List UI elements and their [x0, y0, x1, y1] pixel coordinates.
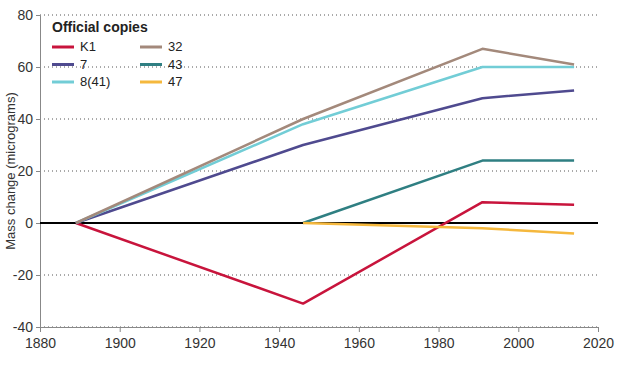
chart: -40 -20 0 20 40 60 80 1880 1900 1920 1940 1960 1980 2…	[0, 0, 630, 367]
x-tick-label: 1880	[25, 335, 56, 351]
y-tick-mark	[36, 327, 40, 328]
x-tick-label: 1900	[105, 335, 136, 351]
legend-label: 47	[168, 74, 182, 89]
grid-line	[40, 171, 598, 172]
lines	[76, 49, 574, 304]
legend-item: K1	[52, 39, 96, 54]
series-line	[76, 67, 574, 223]
legend-label: 32	[168, 39, 182, 54]
y-tick-label: 20	[17, 163, 33, 179]
legend-item: 32	[140, 39, 182, 54]
x-tick-mark	[598, 327, 599, 332]
y-tick: 0	[25, 215, 40, 231]
x-tick-label: 1960	[344, 335, 375, 351]
grid-line	[40, 15, 598, 16]
y-axis-title: Mass change (micrograms)	[3, 92, 18, 250]
x-tick: 2020	[583, 327, 614, 351]
x-tick: 1960	[344, 327, 375, 351]
grid	[40, 15, 598, 327]
y-tick-label: 40	[17, 111, 33, 127]
x-axis-line	[41, 328, 599, 333]
y-tick-label: -40	[13, 319, 33, 335]
y-tick: 40	[17, 111, 40, 127]
y-tick-mark	[36, 67, 40, 68]
legend-item: 8(41)	[52, 74, 110, 89]
x-tick-mark	[359, 327, 360, 332]
y-tick-mark	[36, 275, 40, 276]
plot-area: -40 -20 0 20 40 60 80 1880 1900 1920 1940 1960 1980 2…	[13, 7, 615, 351]
y-tick: -20	[13, 267, 40, 283]
y-tick: 20	[17, 163, 40, 179]
x-tick-label: 1940	[264, 335, 295, 351]
x-tick: 1920	[184, 327, 215, 351]
x-tick-mark	[439, 327, 440, 332]
y-tick-mark	[36, 223, 40, 224]
x-tick-label: 2020	[583, 335, 614, 351]
grid-line	[40, 275, 598, 276]
legend-title: Official copies	[52, 19, 148, 35]
x-tick: 1900	[105, 327, 136, 351]
x-tick: 1980	[423, 327, 454, 351]
legend-label: 7	[80, 57, 87, 72]
series-line	[76, 49, 574, 223]
legend-item: 47	[140, 74, 182, 89]
x-tick: 1880	[25, 327, 56, 351]
x-tick-label: 2000	[503, 335, 534, 351]
x-tick-mark	[40, 327, 41, 332]
x-axis: 1880 1900 1920 1940 1960 1980 2000 2020	[25, 327, 614, 351]
legend-swatch	[140, 81, 162, 84]
y-tick-label: -20	[13, 267, 33, 283]
y-tick: 60	[17, 59, 40, 75]
legend-item: 43	[140, 57, 182, 72]
legend-label: K1	[80, 39, 96, 54]
legend: Official copies K1 7 8(41) 32 43 47	[52, 19, 182, 89]
x-tick-label: 1920	[184, 335, 215, 351]
y-tick: 80	[17, 7, 40, 23]
series-line	[76, 202, 574, 303]
legend-label: 43	[168, 57, 182, 72]
x-tick: 1940	[264, 327, 295, 351]
series-line	[303, 161, 574, 223]
y-axis-line	[36, 16, 41, 328]
x-tick: 2000	[503, 327, 534, 351]
x-tick-mark	[518, 327, 519, 332]
x-tick-mark	[199, 327, 200, 332]
legend-swatch	[140, 63, 162, 66]
y-tick-mark	[36, 119, 40, 120]
y-tick-label: 80	[17, 7, 33, 23]
legend-swatch	[52, 81, 74, 84]
y-tick: -40	[13, 319, 40, 335]
legend-label: 8(41)	[80, 74, 110, 89]
y-tick-label: 60	[17, 59, 33, 75]
y-tick-mark	[36, 171, 40, 172]
y-tick-label: 0	[25, 215, 33, 231]
x-tick-label: 1980	[423, 335, 454, 351]
x-tick-mark	[120, 327, 121, 332]
legend-swatch	[52, 63, 74, 66]
legend-swatch	[140, 46, 162, 49]
y-tick-mark	[36, 15, 40, 16]
legend-item: 7	[52, 57, 87, 72]
series-line	[303, 223, 574, 233]
x-tick-mark	[279, 327, 280, 332]
legend-swatch	[52, 46, 74, 49]
